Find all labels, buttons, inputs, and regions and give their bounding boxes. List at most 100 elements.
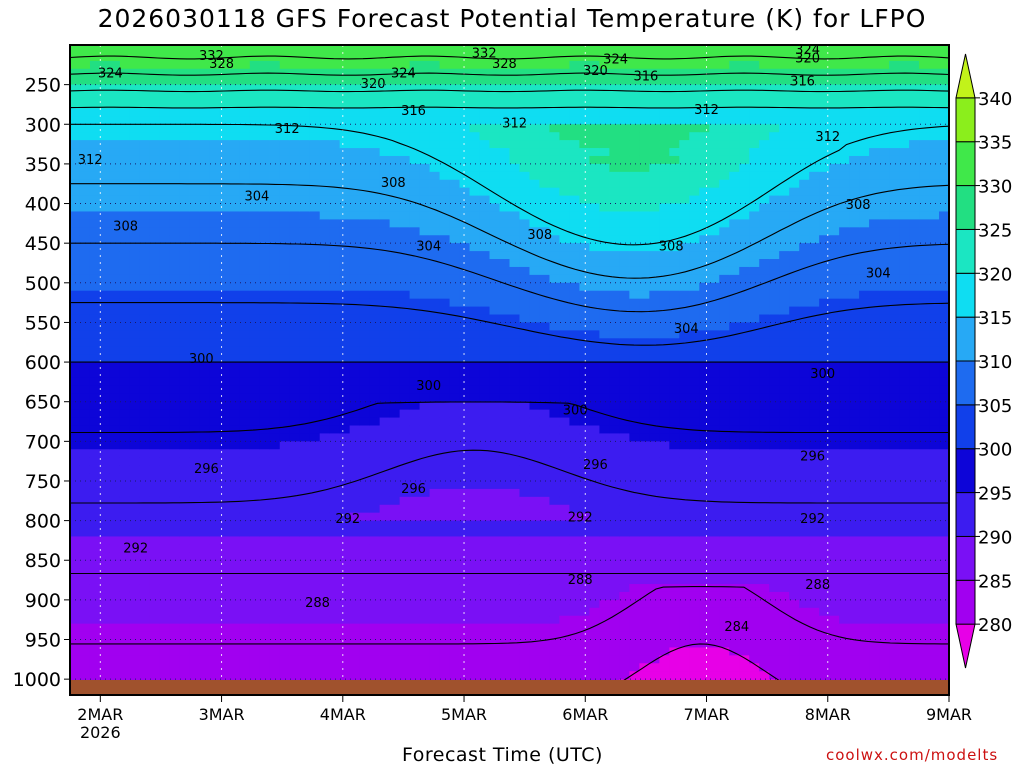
- band-cell: [509, 60, 521, 70]
- band-cell: [569, 195, 581, 205]
- band-cell: [599, 314, 610, 324]
- band-cell: [479, 536, 491, 545]
- band-cell: [419, 266, 431, 276]
- band-cell: [409, 370, 421, 379]
- band-cell: [299, 425, 311, 435]
- band-cell: [70, 211, 81, 220]
- band-cell: [639, 100, 650, 110]
- band-cell: [259, 116, 271, 125]
- band-cell: [339, 433, 351, 442]
- band-cell: [619, 346, 630, 355]
- band-cell: [429, 409, 441, 419]
- band-cell: [609, 155, 620, 165]
- band-cell: [609, 607, 620, 617]
- band-cell: [219, 330, 231, 339]
- band-cell: [399, 584, 411, 593]
- band-cell: [599, 512, 610, 522]
- band-cell: [249, 647, 261, 656]
- band-cell: [439, 433, 451, 442]
- band-cell: [549, 132, 561, 141]
- band-cell: [189, 266, 201, 276]
- band-cell: [269, 45, 281, 54]
- band-cell: [99, 290, 111, 300]
- band-cell: [649, 298, 660, 308]
- band-cell: [479, 401, 491, 411]
- band-cell: [599, 433, 610, 442]
- band-cell: [499, 108, 511, 117]
- band-cell: [129, 377, 141, 387]
- band-cell: [389, 274, 401, 284]
- band-cell: [429, 504, 441, 514]
- band-cell: [119, 401, 131, 411]
- band-cell: [439, 211, 451, 220]
- band-cell: [569, 401, 581, 411]
- band-cell: [659, 377, 670, 387]
- band-cell: [349, 465, 361, 474]
- band-cell: [609, 132, 620, 141]
- band-cell: [70, 512, 81, 522]
- band-cell: [429, 449, 441, 458]
- band-cell: [269, 409, 281, 419]
- band-cell: [489, 655, 501, 664]
- band-cell: [369, 298, 381, 308]
- band-cell: [459, 155, 471, 165]
- band-cell: [70, 465, 81, 474]
- band-cell: [269, 282, 281, 292]
- band-cell: [549, 639, 561, 649]
- band-cell: [489, 362, 501, 371]
- band-cell: [239, 393, 251, 403]
- band-cell: [79, 441, 91, 450]
- band-cell: [459, 417, 471, 427]
- band-cell: [579, 148, 591, 157]
- band-cell: [349, 155, 361, 165]
- band-cell: [89, 45, 101, 54]
- band-cell: [159, 52, 171, 62]
- band-cell: [399, 473, 411, 482]
- band-cell: [209, 116, 221, 125]
- band-cell: [559, 108, 571, 117]
- band-cell: [189, 362, 201, 371]
- band-cell: [669, 92, 680, 102]
- band-cell: [469, 615, 481, 625]
- band-cell: [139, 465, 151, 474]
- band-cell: [509, 671, 521, 680]
- band-cell: [99, 568, 111, 577]
- band-cell: [439, 560, 451, 569]
- band-cell: [309, 663, 321, 672]
- band-cell: [129, 148, 141, 157]
- band-cell: [549, 377, 561, 387]
- band-cell: [319, 187, 331, 197]
- band-cell: [159, 591, 171, 601]
- band-cell: [269, 465, 281, 474]
- band-cell: [629, 227, 640, 236]
- band-cell: [409, 322, 421, 331]
- band-cell: [499, 473, 511, 482]
- band-cell: [469, 370, 481, 379]
- band-cell: [499, 536, 511, 545]
- band-cell: [289, 219, 301, 228]
- band-cell: [119, 385, 131, 395]
- band-cell: [569, 520, 581, 530]
- band-cell: [239, 187, 251, 197]
- band-cell: [429, 393, 441, 403]
- band-cell: [169, 465, 181, 474]
- band-cell: [169, 552, 181, 561]
- band-cell: [189, 195, 201, 205]
- band-cell: [459, 663, 471, 672]
- band-cell: [199, 322, 211, 331]
- band-cell: [349, 536, 361, 545]
- band-cell: [519, 211, 531, 220]
- band-cell: [389, 425, 401, 435]
- band-cell: [639, 124, 650, 133]
- band-cell: [559, 584, 571, 593]
- band-cell: [209, 568, 221, 577]
- band-cell: [379, 346, 391, 355]
- band-cell: [279, 401, 291, 411]
- band-cell: [479, 140, 491, 149]
- band-cell: [549, 179, 561, 189]
- band-cell: [639, 52, 650, 62]
- band-cell: [519, 187, 531, 197]
- band-cell: [109, 84, 121, 94]
- band-cell: [329, 298, 341, 308]
- band-cell: [499, 496, 511, 506]
